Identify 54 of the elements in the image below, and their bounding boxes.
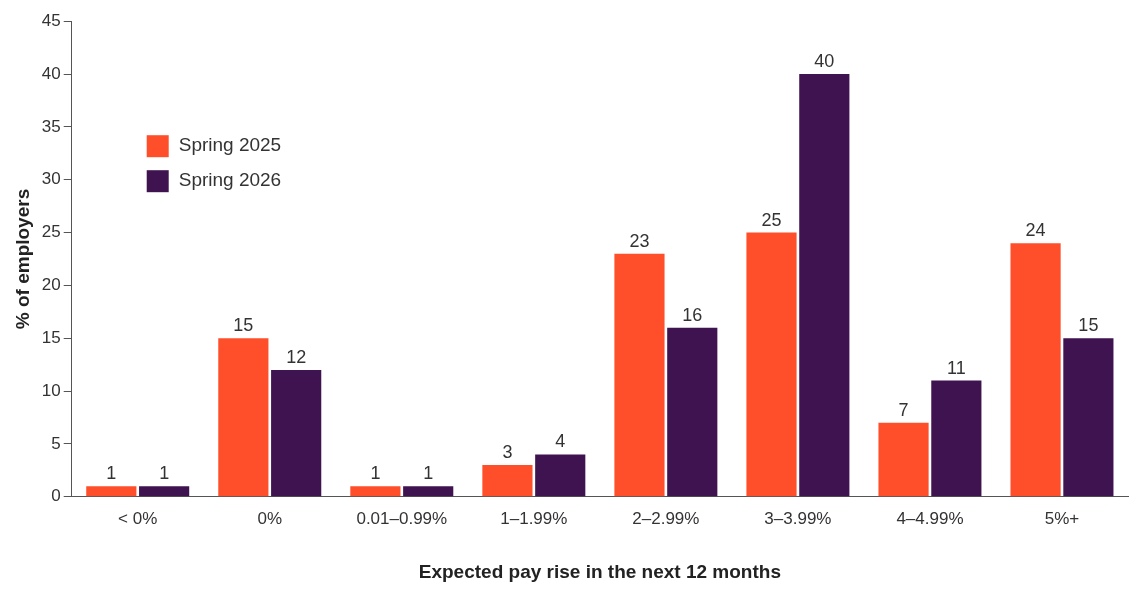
x-tick-label: < 0% bbox=[118, 508, 158, 528]
y-tick-label: 20 bbox=[41, 275, 61, 295]
y-tick-label: 35 bbox=[41, 116, 61, 136]
y-tick-label: 15 bbox=[41, 327, 61, 347]
data-label: 4 bbox=[555, 431, 566, 452]
y-tick-label: 5 bbox=[51, 433, 61, 453]
y-tick-label: 10 bbox=[41, 380, 61, 400]
x-tick-label: 2–2.99% bbox=[632, 508, 700, 528]
data-label: 3 bbox=[502, 442, 513, 463]
legend-label: Spring 2026 bbox=[178, 169, 282, 191]
data-label: 1 bbox=[423, 463, 434, 484]
bar bbox=[878, 422, 929, 497]
bar bbox=[799, 74, 850, 497]
data-label: 40 bbox=[814, 51, 835, 72]
data-label: 24 bbox=[1025, 220, 1046, 241]
data-label: 7 bbox=[898, 399, 909, 420]
bar bbox=[1010, 243, 1061, 497]
x-tick-label: 5%+ bbox=[1044, 508, 1080, 528]
y-tick-label: 0 bbox=[51, 486, 61, 506]
x-tick-label: 3–3.99% bbox=[764, 508, 832, 528]
x-tick-label: 0.01–0.99% bbox=[356, 508, 448, 528]
bar bbox=[218, 338, 269, 497]
bar bbox=[86, 486, 137, 497]
bar bbox=[535, 454, 586, 497]
y-tick-label: 40 bbox=[41, 63, 61, 83]
data-label: 1 bbox=[370, 463, 381, 484]
x-tick-label: 0% bbox=[257, 508, 283, 528]
bar bbox=[931, 380, 982, 497]
data-label: 11 bbox=[947, 357, 966, 378]
data-label: 15 bbox=[233, 315, 254, 336]
bar bbox=[350, 486, 401, 497]
data-label: 12 bbox=[286, 346, 307, 367]
data-label: 1 bbox=[106, 463, 117, 484]
y-tick-label: 25 bbox=[41, 222, 61, 242]
y-tick-label: 45 bbox=[41, 10, 61, 30]
legend-label: Spring 2025 bbox=[178, 134, 282, 156]
x-axis-title: Expected pay rise in the next 12 months bbox=[418, 560, 781, 582]
data-label: 16 bbox=[682, 304, 703, 325]
data-label: 23 bbox=[629, 230, 650, 251]
data-label: 25 bbox=[761, 209, 782, 230]
bar bbox=[139, 486, 190, 497]
x-tick-label: 4–4.99% bbox=[896, 508, 964, 528]
bar bbox=[746, 232, 797, 497]
x-tick-label: 1–1.99% bbox=[500, 508, 568, 528]
y-axis-title: % of employers bbox=[11, 188, 33, 330]
data-label: 15 bbox=[1078, 315, 1099, 336]
bar bbox=[271, 369, 322, 497]
bar bbox=[482, 465, 533, 497]
bar bbox=[614, 253, 665, 497]
data-label: 1 bbox=[159, 463, 170, 484]
bar bbox=[1063, 338, 1114, 497]
bar bbox=[667, 327, 718, 497]
bar bbox=[403, 486, 454, 497]
y-tick-label: 30 bbox=[41, 169, 61, 189]
